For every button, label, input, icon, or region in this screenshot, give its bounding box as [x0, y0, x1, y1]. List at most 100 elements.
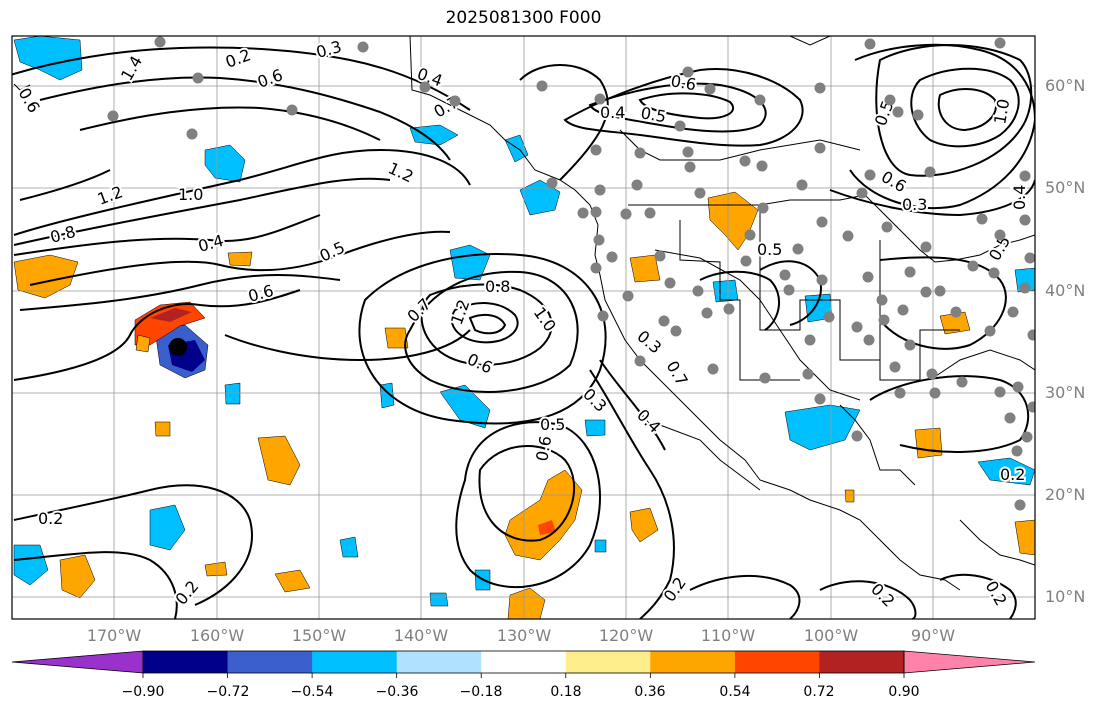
station-dot — [754, 94, 766, 106]
anomaly-patch — [227, 251, 253, 267]
station-dot — [756, 160, 768, 172]
station-dot — [694, 187, 706, 199]
station-dot — [192, 72, 204, 84]
contour-label: 0.2 — [1000, 465, 1025, 484]
anomaly-patch — [13, 544, 49, 586]
station-dot — [739, 155, 751, 167]
station-dot — [186, 128, 198, 140]
station-dot — [1014, 499, 1026, 511]
colorbar-tick-label: −0.18 — [459, 684, 503, 700]
anomaly-patch — [204, 144, 246, 183]
anomaly-patch — [204, 561, 228, 577]
station-dot — [594, 93, 606, 105]
station-dot — [449, 95, 461, 107]
station-dot — [779, 269, 791, 281]
lon-label: 140°W — [393, 626, 449, 645]
station-dot — [1011, 445, 1023, 457]
anomaly-patch — [784, 404, 861, 451]
station-dot — [894, 387, 906, 399]
station-dot — [881, 221, 893, 233]
lat-label: 30°N — [1045, 383, 1086, 402]
anomaly-patch — [274, 569, 311, 593]
station-dot — [286, 104, 298, 116]
contour-label: 0.3 — [902, 195, 927, 214]
station-dot — [816, 216, 828, 228]
anomaly-patch — [13, 36, 83, 81]
anomaly-patch — [629, 254, 661, 283]
station-dot — [590, 262, 602, 274]
anomaly-patch — [149, 504, 186, 551]
contour-label: 0.2 — [38, 509, 63, 528]
anomaly-patch — [339, 536, 359, 558]
station-dot — [924, 166, 936, 178]
station-dot — [622, 290, 634, 302]
colorbar-tick-label: −0.90 — [121, 684, 165, 700]
lon-label: 110°W — [700, 626, 756, 645]
station-dot — [912, 109, 924, 121]
anomaly-patch — [13, 254, 79, 299]
anomaly-patch — [914, 427, 943, 459]
station-dot — [546, 177, 558, 189]
anomaly-patch — [977, 457, 1035, 486]
station-dot — [804, 334, 816, 346]
station-dot — [988, 267, 1000, 279]
anomaly-patch — [224, 382, 241, 405]
station-dot — [984, 325, 996, 337]
colorbar-segment — [734, 651, 820, 673]
anomaly-patch — [439, 384, 491, 429]
station-dot — [536, 80, 548, 92]
lon-label: 130°W — [496, 626, 552, 645]
station-dot — [814, 393, 826, 405]
station-dot — [590, 206, 602, 218]
station-dot — [744, 229, 756, 241]
lon-label: 100°W — [803, 626, 859, 645]
station-dot — [816, 274, 828, 286]
cyclone-center-marker — [169, 338, 187, 356]
station-dot — [704, 83, 716, 95]
contour-lines — [12, 43, 1035, 619]
station-dot — [1019, 170, 1031, 182]
colorbar-tick-label: 0.18 — [550, 684, 582, 700]
lat-label: 10°N — [1045, 587, 1086, 606]
anomaly-patch — [59, 554, 96, 599]
station-dot — [934, 285, 946, 297]
lat-label: 40°N — [1045, 281, 1086, 300]
station-dot — [823, 311, 835, 323]
station-dot — [670, 325, 682, 337]
contour-label: 0.5 — [757, 240, 782, 259]
station-dot — [994, 37, 1006, 49]
station-dot — [884, 94, 896, 106]
station-dot — [920, 286, 932, 298]
map-frame — [11, 35, 1036, 620]
station-dot — [1027, 329, 1035, 341]
station-dot — [634, 355, 646, 367]
colorbar-segment — [227, 651, 313, 673]
station-dot — [664, 277, 676, 289]
colorbar-segment — [819, 651, 905, 673]
colorbar-segment — [396, 651, 482, 673]
station-dot — [357, 41, 369, 53]
contour-label: 0.5 — [639, 103, 667, 126]
station-markers — [107, 36, 1035, 511]
station-dot — [757, 202, 769, 214]
anomaly-patch — [429, 592, 449, 607]
station-dot — [1012, 381, 1024, 393]
station-dot — [967, 260, 979, 272]
station-dot — [654, 250, 666, 262]
station-dot — [851, 321, 863, 333]
station-dot — [864, 169, 876, 181]
colorbar-segment — [143, 651, 229, 673]
station-dot — [878, 314, 890, 326]
station-dot — [856, 187, 868, 199]
station-dot — [897, 304, 909, 316]
station-dot — [644, 207, 656, 219]
station-dot — [692, 285, 704, 297]
station-dot — [590, 144, 602, 156]
colorbar-segment — [565, 651, 651, 673]
colorbar-tick-label: −0.36 — [375, 684, 419, 700]
lon-label: 120°W — [598, 626, 654, 645]
colorbar-tick-label: 0.72 — [803, 684, 835, 700]
station-dot — [759, 372, 771, 384]
anomaly-patch — [594, 539, 607, 553]
lon-label: 150°W — [291, 626, 347, 645]
